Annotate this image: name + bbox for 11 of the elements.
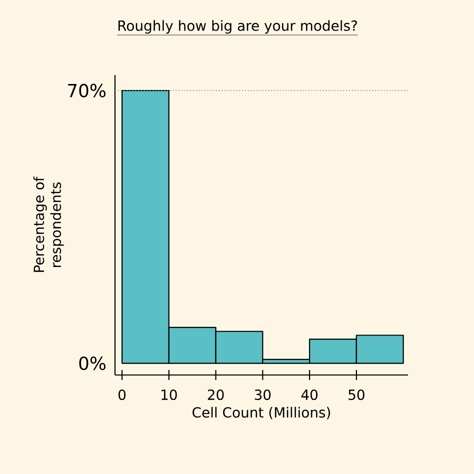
x-axis-title: Cell Count (Millions): [192, 406, 330, 420]
chart-title: Roughly how big are your models?: [118, 20, 357, 34]
x-tick-label: 0: [118, 389, 126, 400]
y-tick-label: 70%: [68, 84, 106, 98]
y-tick-label: 0%: [79, 356, 106, 370]
x-tick-label: 30: [254, 389, 271, 400]
x-tick-label: 50: [348, 389, 364, 400]
x-tick-label: 20: [208, 389, 224, 400]
y-axis-title: Percentage of respondents: [33, 176, 64, 272]
x-tick-label: 10: [162, 389, 177, 400]
x-tick-label: 40: [301, 389, 318, 400]
